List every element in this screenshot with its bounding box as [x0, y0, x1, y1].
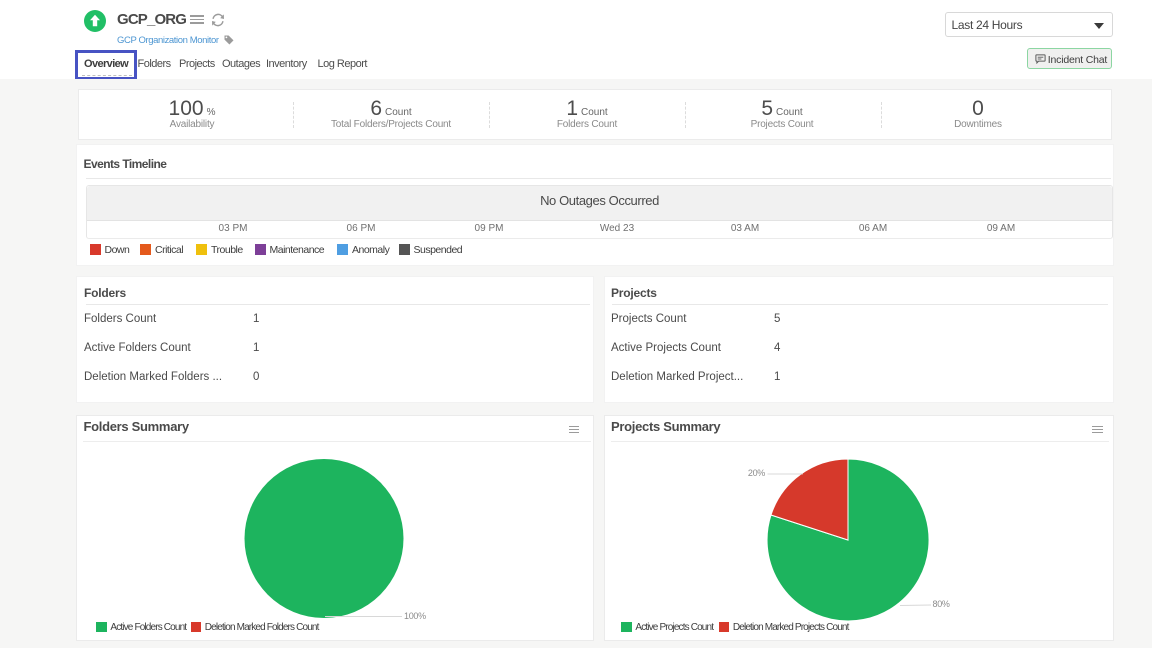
svg-text:80%: 80%	[933, 599, 950, 609]
svg-text:100%: 100%	[404, 611, 426, 621]
svg-text:20%: 20%	[748, 468, 765, 478]
